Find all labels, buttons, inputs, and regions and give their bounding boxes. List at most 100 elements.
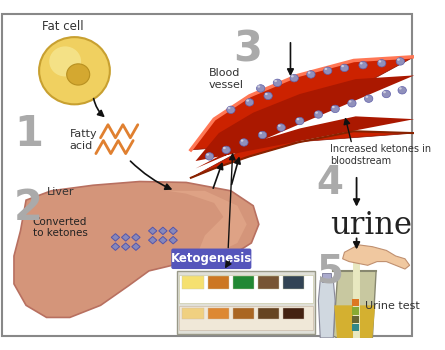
Polygon shape [333, 271, 376, 338]
Text: Fat cell: Fat cell [42, 20, 84, 34]
Ellipse shape [274, 80, 277, 82]
Ellipse shape [205, 153, 214, 160]
Bar [182, 276, 204, 289]
Bar [233, 276, 254, 289]
Text: Converted
to ketones: Converted to ketones [32, 217, 88, 238]
Bar [283, 308, 304, 319]
Polygon shape [121, 234, 130, 241]
Polygon shape [111, 234, 120, 241]
Polygon shape [168, 191, 247, 259]
Bar [352, 307, 360, 315]
Ellipse shape [206, 153, 209, 156]
Bar [233, 308, 254, 319]
Bar [182, 308, 204, 319]
Text: 2: 2 [14, 187, 43, 229]
Ellipse shape [264, 92, 272, 100]
Ellipse shape [341, 65, 344, 67]
Text: 4: 4 [316, 164, 344, 202]
Ellipse shape [256, 85, 265, 92]
Bar [208, 308, 229, 319]
Ellipse shape [314, 111, 323, 118]
Ellipse shape [223, 147, 226, 149]
Ellipse shape [307, 71, 315, 78]
Ellipse shape [307, 71, 311, 74]
Ellipse shape [378, 60, 381, 63]
Polygon shape [334, 305, 375, 338]
Bar [179, 275, 313, 302]
Ellipse shape [290, 75, 299, 82]
Text: Blood
vessel: Blood vessel [209, 68, 243, 90]
Bar [179, 306, 313, 330]
Ellipse shape [348, 100, 352, 103]
FancyBboxPatch shape [171, 248, 251, 269]
Ellipse shape [245, 99, 254, 106]
Ellipse shape [324, 67, 332, 75]
Ellipse shape [377, 60, 386, 67]
Ellipse shape [246, 99, 249, 102]
Text: Fatty
acid: Fatty acid [70, 130, 97, 151]
Ellipse shape [396, 58, 405, 65]
Text: urine: urine [331, 210, 413, 241]
Ellipse shape [227, 106, 235, 113]
Polygon shape [169, 227, 178, 234]
Ellipse shape [382, 90, 391, 98]
Text: Urine test: Urine test [365, 301, 420, 311]
Ellipse shape [399, 87, 402, 90]
Text: 3: 3 [233, 29, 262, 71]
Ellipse shape [359, 61, 367, 69]
Ellipse shape [277, 124, 285, 131]
Ellipse shape [397, 58, 400, 61]
Ellipse shape [291, 75, 294, 77]
Ellipse shape [259, 131, 267, 139]
Ellipse shape [228, 107, 231, 109]
Ellipse shape [360, 62, 363, 64]
Ellipse shape [278, 125, 281, 127]
Ellipse shape [295, 117, 304, 125]
Ellipse shape [240, 139, 248, 146]
Ellipse shape [332, 106, 335, 108]
Polygon shape [111, 243, 120, 250]
Ellipse shape [340, 64, 348, 72]
Ellipse shape [67, 64, 90, 85]
Polygon shape [132, 234, 140, 241]
Text: Liver: Liver [47, 187, 74, 197]
Text: 5: 5 [316, 252, 344, 290]
Polygon shape [159, 237, 167, 244]
Ellipse shape [265, 93, 267, 95]
Ellipse shape [331, 105, 340, 113]
Text: Ketogenesis: Ketogenesis [171, 252, 252, 265]
Polygon shape [159, 227, 167, 234]
Polygon shape [149, 227, 157, 234]
Bar [258, 308, 279, 319]
Ellipse shape [222, 146, 231, 154]
Ellipse shape [39, 37, 110, 104]
Polygon shape [169, 237, 178, 244]
Polygon shape [149, 237, 157, 244]
Bar [208, 276, 229, 289]
Ellipse shape [324, 68, 327, 70]
Ellipse shape [296, 118, 299, 120]
Polygon shape [132, 243, 140, 250]
Ellipse shape [365, 96, 368, 98]
Bar [322, 273, 332, 282]
Polygon shape [318, 280, 335, 338]
Text: 1: 1 [14, 113, 43, 155]
Bar [352, 324, 360, 331]
Polygon shape [191, 57, 414, 178]
Ellipse shape [398, 86, 406, 94]
Polygon shape [343, 245, 410, 269]
Ellipse shape [241, 139, 243, 142]
Polygon shape [14, 182, 259, 317]
Ellipse shape [49, 47, 81, 76]
Ellipse shape [348, 100, 356, 107]
Ellipse shape [273, 79, 282, 86]
Bar [258, 276, 279, 289]
Ellipse shape [257, 85, 260, 88]
Bar [283, 276, 304, 289]
Bar [352, 299, 360, 306]
Ellipse shape [259, 132, 262, 134]
Polygon shape [121, 243, 130, 250]
Ellipse shape [383, 91, 386, 93]
Text: Increased ketones in
bloodstream: Increased ketones in bloodstream [331, 144, 432, 166]
Bar [352, 316, 360, 323]
